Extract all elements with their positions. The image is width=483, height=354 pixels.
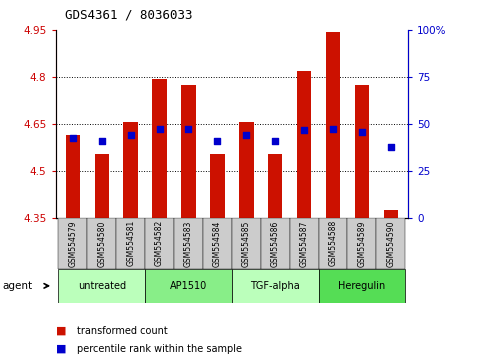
Bar xyxy=(290,218,319,269)
Text: GSM554587: GSM554587 xyxy=(299,220,309,267)
Bar xyxy=(58,269,145,303)
Bar xyxy=(203,218,232,269)
Bar xyxy=(347,218,376,269)
Bar xyxy=(355,85,369,218)
Point xyxy=(271,138,279,144)
Point xyxy=(98,138,106,144)
Bar xyxy=(174,218,203,269)
Point xyxy=(213,138,221,144)
Bar xyxy=(152,79,167,218)
Text: agent: agent xyxy=(2,281,32,291)
Bar xyxy=(384,210,398,218)
Bar xyxy=(319,269,405,303)
Text: GSM554588: GSM554588 xyxy=(328,220,338,267)
Bar xyxy=(210,154,225,218)
Point xyxy=(358,129,366,135)
Text: GSM554579: GSM554579 xyxy=(69,220,77,267)
Bar xyxy=(95,154,109,218)
Point xyxy=(387,144,395,150)
Text: GSM554582: GSM554582 xyxy=(155,220,164,267)
Text: GSM554584: GSM554584 xyxy=(213,220,222,267)
Bar xyxy=(232,269,319,303)
Point xyxy=(329,126,337,131)
Bar xyxy=(376,218,405,269)
Bar xyxy=(239,122,254,218)
Point xyxy=(185,126,192,131)
Bar xyxy=(232,218,261,269)
Text: GSM554583: GSM554583 xyxy=(184,220,193,267)
Text: GSM554589: GSM554589 xyxy=(357,220,367,267)
Bar xyxy=(268,154,283,218)
Text: TGF-alpha: TGF-alpha xyxy=(250,281,300,291)
Text: AP1510: AP1510 xyxy=(170,281,207,291)
Bar xyxy=(124,122,138,218)
Text: Heregulin: Heregulin xyxy=(338,281,385,291)
Bar xyxy=(145,269,232,303)
Point xyxy=(69,135,77,141)
Text: GSM554585: GSM554585 xyxy=(242,220,251,267)
Bar xyxy=(319,218,347,269)
Bar xyxy=(181,85,196,218)
Point xyxy=(242,132,250,138)
Bar xyxy=(297,71,312,218)
Text: GSM554581: GSM554581 xyxy=(126,220,135,267)
Text: GSM554586: GSM554586 xyxy=(270,220,280,267)
Text: GDS4361 / 8036033: GDS4361 / 8036033 xyxy=(65,9,193,22)
Bar xyxy=(261,218,290,269)
Bar xyxy=(58,218,87,269)
Text: untreated: untreated xyxy=(78,281,126,291)
Bar xyxy=(116,218,145,269)
Text: GSM554580: GSM554580 xyxy=(97,220,106,267)
Bar xyxy=(66,135,80,218)
Bar xyxy=(145,218,174,269)
Bar xyxy=(87,218,116,269)
Bar xyxy=(326,32,340,218)
Text: ■: ■ xyxy=(56,326,70,336)
Text: ■: ■ xyxy=(56,344,70,354)
Point xyxy=(127,132,135,138)
Text: transformed count: transformed count xyxy=(77,326,168,336)
Text: GSM554590: GSM554590 xyxy=(386,220,395,267)
Point xyxy=(156,126,163,131)
Point xyxy=(300,127,308,133)
Text: percentile rank within the sample: percentile rank within the sample xyxy=(77,344,242,354)
